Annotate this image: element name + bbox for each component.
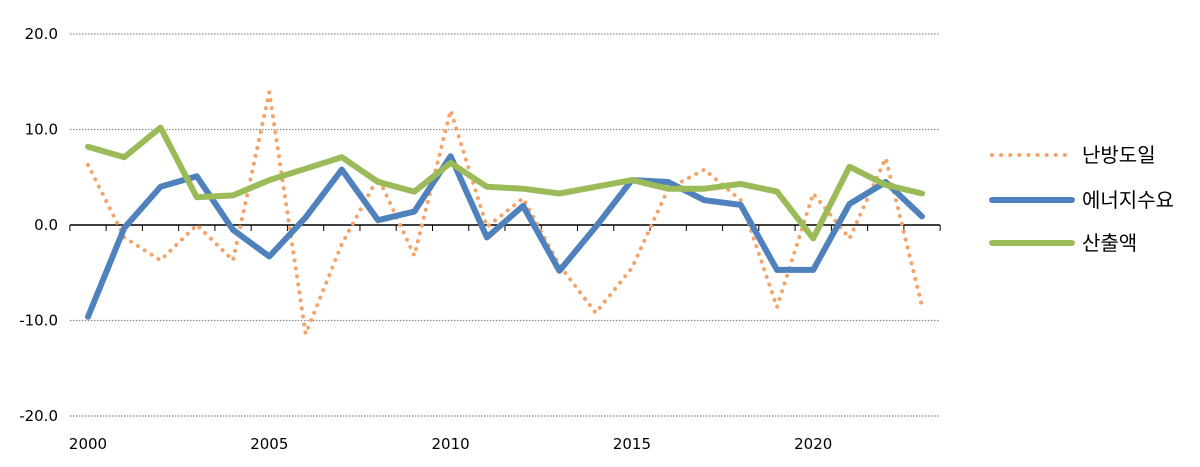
series-line-0 <box>86 90 924 336</box>
legend-label-0: 난방도일 <box>1082 143 1156 167</box>
x-tick-label: 2000 <box>69 435 107 453</box>
y-tick-label: -10.0 <box>19 312 58 330</box>
series-line-1 <box>85 153 925 320</box>
legend-label-1: 에너지수요 <box>1082 188 1174 212</box>
legend-label-2: 산출액 <box>1082 231 1137 255</box>
y-tick-label: 20.0 <box>25 25 58 43</box>
x-tick-label: 2015 <box>613 435 651 453</box>
y-tick-label: 0.0 <box>34 216 58 234</box>
y-tick-label: 10.0 <box>25 121 58 139</box>
x-tick-label: 2020 <box>794 435 832 453</box>
x-tick-label: 2010 <box>432 435 470 453</box>
series-line-2 <box>85 124 925 242</box>
x-tick-label: 2005 <box>250 435 288 453</box>
series-lines <box>85 90 925 336</box>
y-tick-label: -20.0 <box>19 407 58 425</box>
grid-lines <box>70 33 940 417</box>
axes: 20.0 10.0 0.0 -10.0 -20.0 2000 2005 2010 2015 202… <box>19 25 941 453</box>
